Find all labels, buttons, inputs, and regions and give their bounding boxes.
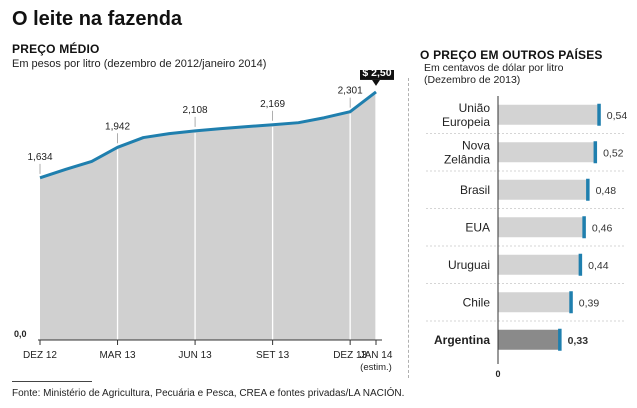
source-rule (12, 381, 92, 382)
source-note: Fonte: Ministério de Agricultura, Pecuár… (12, 388, 405, 399)
bar-category-label-3-0: EUA (465, 220, 490, 234)
bar-marker-0 (597, 103, 601, 126)
bar-category-label-0-1: Europeia (442, 115, 490, 129)
chart-subtitle-line-2: (Dezembro de 2013) (424, 74, 521, 86)
highlight-pointer (372, 79, 380, 86)
x-tick-label-3: SET 13 (256, 350, 290, 361)
highlight-value-label: $ 2,50 (362, 70, 391, 79)
x-tick-label-0: DEZ 12 (23, 350, 57, 361)
highlight-badge (360, 70, 394, 80)
value-label-3: 2,169 (260, 99, 285, 110)
chart-subtitle-preco-medio: Em pesos por litro (dezembro de 2012/jan… (12, 58, 267, 70)
bar-marker-3 (582, 216, 586, 239)
bar-1 (498, 142, 596, 163)
x-tick-label-5: JAN 14 (360, 350, 393, 361)
bar-category-label-4-0: Uruguai (448, 258, 490, 272)
bar-category-label-6-0: Argentina (434, 333, 490, 347)
bar-6 (498, 329, 560, 350)
bar-category-label-1-1: Zelândia (444, 152, 490, 166)
bar-value-label-1: 0,52 (603, 147, 624, 159)
bar-marker-5 (569, 291, 573, 314)
bar-category-label-5-0: Chile (463, 295, 491, 309)
bar-axis-zero-label: 0 (495, 369, 500, 379)
price-area-chart: 1,634 1,942 2,108 2,169 2,301 $ 2,50 0,0 DEZ 12… (14, 70, 394, 373)
chart-title-outros-paises: O PREÇO EM OUTROS PAÍSES (420, 48, 603, 62)
bar-marker-1 (593, 141, 598, 164)
bar-4 (498, 254, 581, 275)
bar-category-label-0-0: União (459, 101, 491, 115)
value-label-1: 1,942 (105, 121, 130, 132)
value-label-2: 2,108 (183, 105, 208, 116)
bar-value-label-6: 0,33 (568, 335, 589, 347)
bar-value-label-0: 0,54 (607, 110, 628, 122)
bar-marker-2 (586, 178, 590, 201)
x-tick-label-4: DEZ 13 (333, 350, 367, 361)
price-line (39, 90, 377, 180)
bar-value-label-3: 0,46 (592, 222, 613, 234)
bar-marker-6 (558, 328, 562, 351)
bar-3 (498, 217, 584, 238)
page-title: O leite na fazenda (12, 8, 183, 30)
value-label-0: 1,634 (27, 152, 52, 163)
x-tick-label-1: MAR 13 (99, 350, 136, 361)
x-note-estim: (estim.) (360, 362, 392, 373)
section-divider (408, 78, 409, 378)
chart-subtitle-line-1: Em centavos de dólar por litro (424, 62, 564, 74)
bar-0 (498, 104, 599, 125)
bar-value-label-5: 0,39 (579, 297, 600, 309)
chart-title-preco-medio: PREÇO MÉDIO (12, 42, 100, 56)
value-label-4: 2,301 (338, 86, 363, 97)
bar-marker-4 (578, 253, 583, 276)
y-zero-label: 0,0 (14, 329, 27, 339)
x-tick-label-2: JUN 13 (178, 350, 212, 361)
bar-5 (498, 292, 571, 313)
bar-value-label-4: 0,44 (588, 260, 609, 272)
bar-category-label-1-0: Nova (462, 138, 490, 152)
bar-value-label-2: 0,48 (596, 185, 617, 197)
price-area-fill (40, 91, 376, 340)
bar-2 (498, 179, 588, 200)
bar-category-label-2-0: Brasil (460, 183, 490, 197)
